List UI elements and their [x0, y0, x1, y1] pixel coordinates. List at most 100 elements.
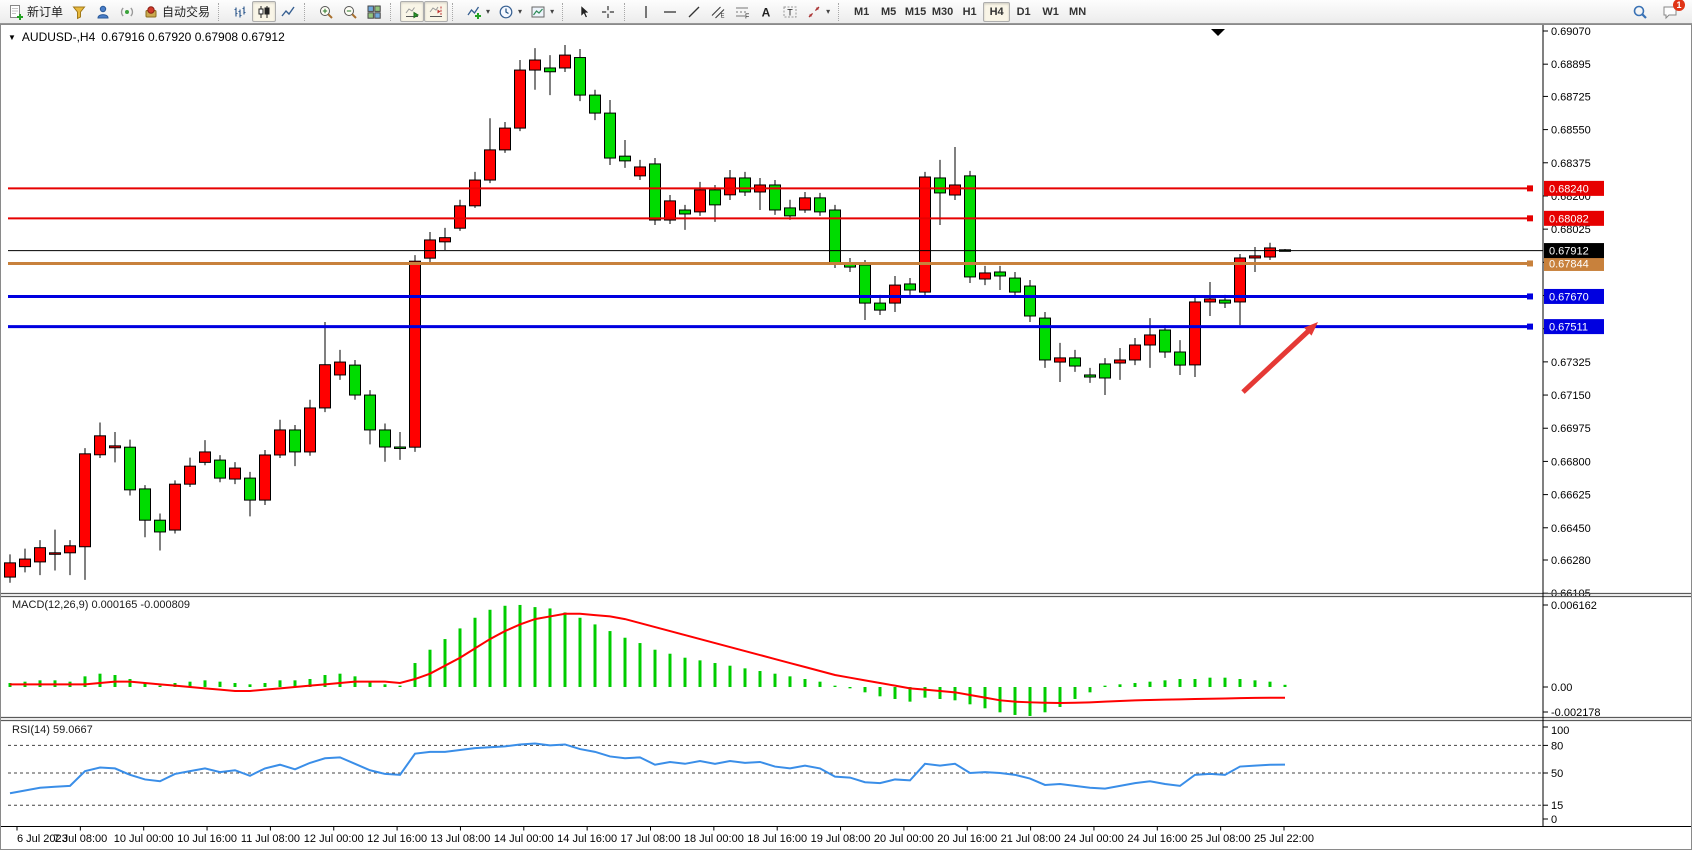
- templates-button[interactable]: ▾: [526, 1, 558, 22]
- svg-text:0.68550: 0.68550: [1551, 125, 1591, 137]
- zoom-in-button[interactable]: [314, 1, 338, 22]
- svg-text:15: 15: [1551, 800, 1563, 812]
- timeframe-w1-button[interactable]: W1: [1042, 5, 1059, 18]
- svg-text:25 Jul 22:00: 25 Jul 22:00: [1254, 833, 1314, 845]
- zoom-in-icon: [320, 5, 333, 19]
- chart-shift-marker: [1211, 29, 1225, 36]
- svg-text:0.68025: 0.68025: [1551, 224, 1591, 236]
- chart-title: ▼ AUDUSD-,H4 0.67916 0.67920 0.67908 0.6…: [8, 30, 285, 44]
- cursor-icon: [580, 4, 590, 18]
- cursor-tool-button[interactable]: [572, 1, 596, 22]
- text-label-tool-button[interactable]: T: [778, 1, 802, 22]
- timeframe-d1-button[interactable]: D1: [1016, 5, 1031, 18]
- svg-text:21 Jul 08:00: 21 Jul 08:00: [1001, 833, 1061, 845]
- svg-text:0.68895: 0.68895: [1551, 59, 1591, 71]
- trendline-tool-button[interactable]: [682, 1, 706, 22]
- svg-text:12 Jul 16:00: 12 Jul 16:00: [367, 833, 427, 845]
- svg-text:0.69070: 0.69070: [1551, 26, 1591, 38]
- svg-text:T: T: [787, 7, 793, 17]
- svg-text:-0.002178: -0.002178: [1551, 707, 1601, 719]
- trendline-icon: [688, 6, 700, 17]
- zoom-out-button[interactable]: [338, 1, 362, 22]
- one-click-trading-toggle-icon[interactable]: ▼: [8, 32, 16, 42]
- chevron-down-icon[interactable]: ▾: [550, 7, 555, 16]
- svg-text:7 Jul 08:00: 7 Jul 08:00: [53, 833, 107, 845]
- toolbar-separator: [218, 2, 225, 21]
- macd-name: MACD(12,26,9): [12, 599, 89, 611]
- crosshair-icon: [602, 5, 615, 18]
- metaeditor-button[interactable]: [67, 1, 91, 22]
- candle-chart-mode-button[interactable]: [252, 1, 277, 22]
- svg-text:17 Jul 08:00: 17 Jul 08:00: [621, 833, 681, 845]
- chevron-down-icon[interactable]: ▾: [518, 7, 523, 16]
- vertical-line-tool-button[interactable]: [634, 1, 658, 22]
- chart-canvas[interactable]: 0.69070 0.68895 0.68725 0.68550 0.68375 0.682…: [0, 24, 1692, 850]
- chart-shift-button[interactable]: [424, 1, 449, 22]
- bar-chart-mode-button[interactable]: [228, 1, 252, 22]
- search-button[interactable]: [1628, 1, 1652, 22]
- auto-scroll-button[interactable]: [400, 1, 425, 22]
- main-toolbar: 新订单 自动交易 ▾ ▾ ▾ E F A T ▾ M1 M5 M15 M30 H1 H4 D1 W1 MN 1: [0, 0, 1692, 24]
- macd-values: 0.000165 -0.000809: [91, 599, 190, 611]
- channel-icon: E: [711, 6, 725, 19]
- horizontal-lines: [8, 185, 1533, 330]
- text-tool-button[interactable]: A: [754, 1, 778, 22]
- fibonacci-tool-button[interactable]: F: [730, 1, 754, 22]
- arrow-annotation: [1241, 322, 1318, 394]
- svg-text:10 Jul 16:00: 10 Jul 16:00: [177, 833, 237, 845]
- svg-text:25 Jul 08:00: 25 Jul 08:00: [1191, 833, 1251, 845]
- svg-text:0.66105: 0.66105: [1551, 588, 1591, 600]
- line-chart-mode-button[interactable]: [276, 1, 300, 22]
- horizontal-line-tool-button[interactable]: [658, 1, 682, 22]
- svg-text:0.66450: 0.66450: [1551, 523, 1591, 535]
- svg-text:80: 80: [1551, 740, 1563, 752]
- chat-button[interactable]: 1: [1658, 0, 1685, 22]
- chartshift-icon: [429, 6, 443, 17]
- svg-text:18 Jul 16:00: 18 Jul 16:00: [747, 833, 807, 845]
- tile-windows-button[interactable]: [362, 1, 386, 22]
- signal-icon: [120, 7, 134, 16]
- svg-text:24 Jul 16:00: 24 Jul 16:00: [1127, 833, 1187, 845]
- magnifier-icon: [1633, 5, 1647, 19]
- market-profile-button[interactable]: [91, 1, 115, 22]
- candles-icon: [258, 5, 270, 18]
- svg-text:E: E: [721, 13, 725, 19]
- timeframe-m1-button[interactable]: M1: [853, 5, 870, 18]
- chevron-down-icon[interactable]: ▾: [486, 7, 491, 16]
- indicator-plus-icon: [467, 6, 482, 19]
- quote-ohlc-label: 0.67916 0.67920 0.67908 0.67912: [101, 30, 285, 44]
- clock-icon: [499, 5, 513, 18]
- new-order-button[interactable]: 新订单: [4, 1, 67, 22]
- timeframe-m5-button[interactable]: M5: [880, 5, 897, 18]
- candles: [4, 45, 1291, 583]
- arrows-tool-button[interactable]: ▾: [802, 1, 834, 22]
- svg-text:50: 50: [1551, 768, 1563, 780]
- timeframe-mn-button[interactable]: MN: [1069, 5, 1087, 18]
- auto-trading-button[interactable]: 自动交易: [139, 1, 214, 22]
- timeframe-h4-button[interactable]: H4: [983, 1, 1011, 22]
- arrows-icon: [808, 6, 820, 17]
- svg-text:0.66975: 0.66975: [1551, 423, 1591, 435]
- svg-text:0.66800: 0.66800: [1551, 456, 1591, 468]
- svg-text:0: 0: [1551, 814, 1557, 826]
- new-order-label: 新订单: [27, 5, 64, 19]
- crosshair-tool-button[interactable]: [596, 1, 620, 22]
- timeframe-m15-button[interactable]: M15: [904, 5, 927, 18]
- timeframe-h1-button[interactable]: H1: [962, 5, 977, 18]
- autotrade-icon: [145, 5, 157, 17]
- fibo-icon: F: [736, 7, 749, 20]
- svg-text:14 Jul 16:00: 14 Jul 16:00: [557, 833, 617, 845]
- chevron-down-icon[interactable]: ▾: [826, 7, 831, 16]
- symbol-period-label: AUDUSD-,H4: [21, 30, 96, 44]
- zoom-out-icon: [344, 5, 357, 19]
- timeframe-m30-button[interactable]: M30: [931, 5, 954, 18]
- text-a-icon: A: [762, 5, 771, 19]
- indicators-button[interactable]: ▾: [462, 1, 494, 22]
- signals-button[interactable]: [115, 1, 139, 22]
- auto-trading-label: 自动交易: [162, 5, 211, 19]
- svg-text:18 Jul 00:00: 18 Jul 00:00: [684, 833, 744, 845]
- channel-tool-button[interactable]: E: [706, 1, 730, 22]
- funnel-icon: [72, 6, 86, 19]
- periods-button[interactable]: ▾: [494, 1, 526, 22]
